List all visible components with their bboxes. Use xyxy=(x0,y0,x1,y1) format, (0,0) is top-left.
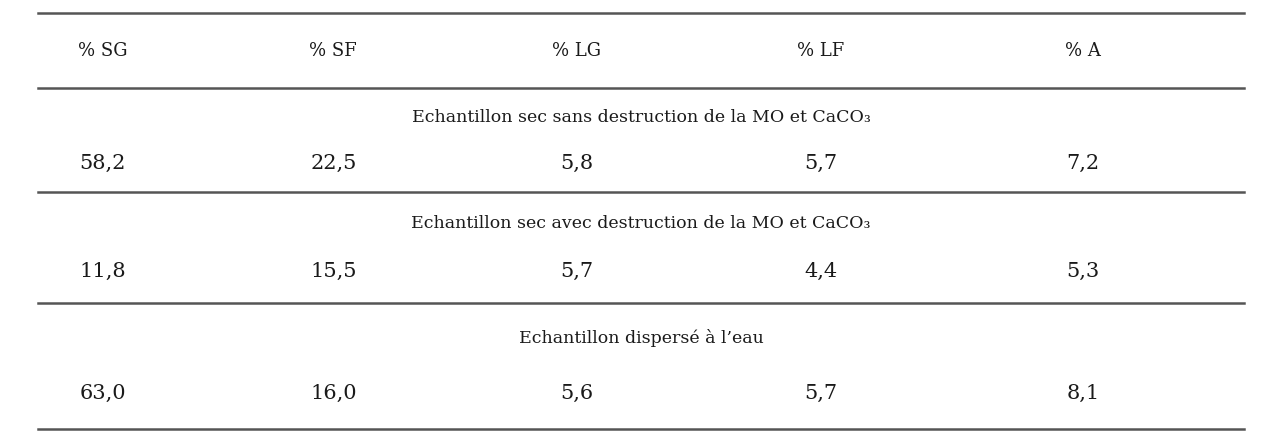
Text: % SG: % SG xyxy=(78,42,127,60)
Text: % SF: % SF xyxy=(309,42,358,60)
Text: % LF: % LF xyxy=(797,42,844,60)
Text: 4,4: 4,4 xyxy=(804,263,837,281)
Text: Echantillon sec sans destruction de la MO et CaCO₃: Echantillon sec sans destruction de la M… xyxy=(412,109,870,126)
Text: 5,7: 5,7 xyxy=(804,384,837,403)
Text: 7,2: 7,2 xyxy=(1067,154,1100,173)
Text: 63,0: 63,0 xyxy=(79,384,126,403)
Text: 8,1: 8,1 xyxy=(1067,384,1100,403)
Text: % LG: % LG xyxy=(553,42,601,60)
Text: 5,3: 5,3 xyxy=(1067,263,1100,281)
Text: 58,2: 58,2 xyxy=(79,154,126,173)
Text: 5,7: 5,7 xyxy=(560,263,594,281)
Text: 16,0: 16,0 xyxy=(310,384,356,403)
Text: Echantillon dispersé à l’eau: Echantillon dispersé à l’eau xyxy=(519,329,763,347)
Text: 5,7: 5,7 xyxy=(804,154,837,173)
Text: % A: % A xyxy=(1065,42,1101,60)
Text: 5,8: 5,8 xyxy=(560,154,594,173)
Text: 11,8: 11,8 xyxy=(79,263,126,281)
Text: 22,5: 22,5 xyxy=(310,154,356,173)
Text: 5,6: 5,6 xyxy=(560,384,594,403)
Text: Echantillon sec avec destruction de la MO et CaCO₃: Echantillon sec avec destruction de la M… xyxy=(412,215,870,232)
Text: 15,5: 15,5 xyxy=(310,263,356,281)
